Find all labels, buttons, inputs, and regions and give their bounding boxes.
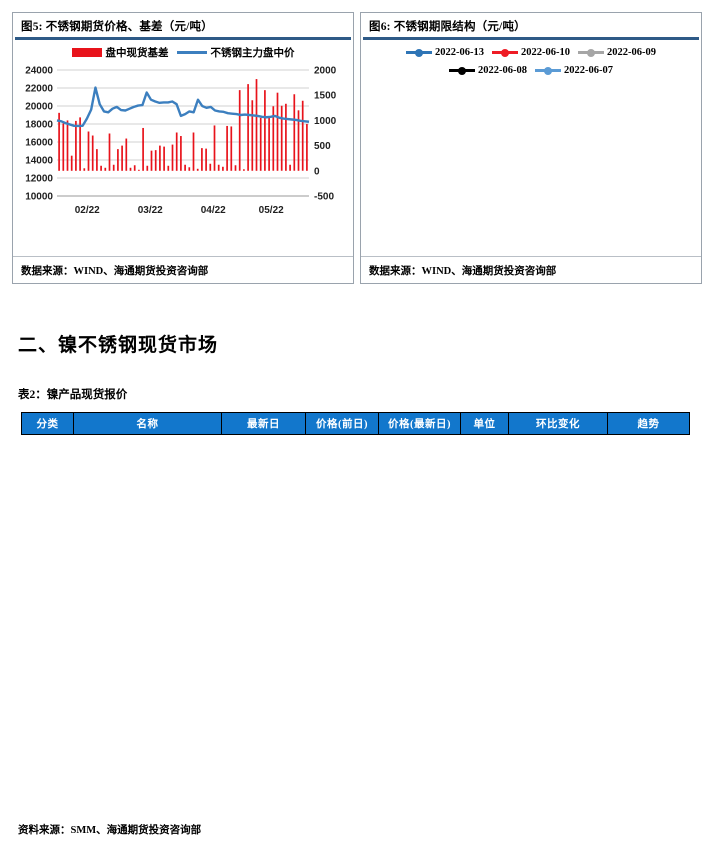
th-price-latest: 价格(最新日)	[378, 412, 461, 435]
th-unit: 单位	[460, 412, 509, 435]
legend6-item-0: 2022-06-13	[406, 45, 484, 61]
th-trend: 趋势	[607, 412, 690, 435]
table-header-row: 分类 名称 最新日 价格(前日) 价格(最新日) 单位 环比变化 趋势	[21, 412, 690, 435]
svg-text:02/22: 02/22	[75, 205, 100, 216]
svg-text:16000: 16000	[25, 138, 53, 149]
legend6-item-4: 2022-06-07	[535, 63, 613, 79]
spot-price-table-wrap: 分类 名称 最新日 价格(前日) 价格(最新日) 单位 环比变化 趋势	[21, 412, 690, 435]
th-category: 分类	[21, 412, 74, 435]
chart6-legend: 2022-06-13 2022-06-10 2022-06-09 2022-06-08…	[361, 40, 701, 81]
legend-label-price: 不锈钢主力盘中价	[210, 48, 295, 59]
legend-label-basis: 盘中现货基差	[105, 48, 169, 59]
chart5-body: 盘中现货基差 不锈钢主力盘中价 10000 12000 14000 16000 1800…	[13, 40, 353, 235]
svg-text:10000: 10000	[25, 192, 53, 203]
chart5-title-rule	[15, 37, 351, 40]
chart-panel-figure5: 图5: 不锈钢期货价格、基差（元/吨） 盘中现货基差 不锈钢主力盘中价 1000…	[12, 12, 354, 284]
chart5-legend: 盘中现货基差 不锈钢主力盘中价	[13, 40, 353, 62]
legend6-item-1: 2022-06-10	[492, 45, 570, 61]
th-price-prev: 价格(前日)	[305, 412, 379, 435]
legend6-label: 2022-06-07	[564, 64, 613, 76]
spot-price-table: 分类 名称 最新日 价格(前日) 价格(最新日) 单位 环比变化 趋势	[21, 412, 690, 435]
th-change: 环比变化	[508, 412, 608, 435]
svg-text:20000: 20000	[25, 102, 53, 113]
th-date: 最新日	[221, 412, 306, 435]
chart5-plot: 1000012000140001600018000200002200024000…	[25, 66, 337, 217]
chart6-body: 2022-06-13 2022-06-10 2022-06-09 2022-06-08…	[361, 40, 701, 235]
legend6-label: 2022-06-09	[607, 47, 656, 58]
legend6-label: 2022-06-13	[435, 47, 484, 58]
legend6-swatch-line-icon	[406, 48, 432, 57]
svg-text:22000: 22000	[25, 84, 53, 95]
svg-text:1000: 1000	[314, 116, 337, 127]
svg-text:18000: 18000	[25, 120, 53, 131]
legend6-swatch-line-icon	[578, 48, 604, 57]
legend6-swatch-line-icon	[449, 66, 475, 75]
legend6-item-2: 2022-06-09	[578, 45, 656, 61]
legend-item-price: 不锈钢主力盘中价	[176, 45, 295, 60]
svg-text:500: 500	[314, 141, 331, 152]
legend6-label: 2022-06-08	[478, 64, 527, 76]
legend-swatch-bar-icon	[71, 48, 102, 57]
legend6-swatch-line-icon	[492, 48, 518, 57]
charts-row: 图5: 不锈钢期货价格、基差（元/吨） 盘中现货基差 不锈钢主力盘中价 1000…	[12, 12, 702, 284]
svg-text:24000: 24000	[25, 66, 53, 77]
svg-text:2000: 2000	[314, 66, 337, 77]
th-name: 名称	[73, 412, 222, 435]
chart5-title: 图5: 不锈钢期货价格、基差（元/吨）	[21, 21, 213, 33]
section-heading: 二、镍不锈钢现货市场	[18, 335, 219, 356]
legend-item-basis: 盘中现货基差	[71, 45, 169, 60]
legend6-label: 2022-06-10	[521, 47, 570, 58]
chart6-plot	[361, 81, 701, 233]
chart5-source: 数据来源：WIND、海通期货投资咨询部	[13, 256, 353, 283]
chart6-title: 图6: 不锈钢期限结构（元/吨）	[369, 21, 526, 33]
svg-text:05/22: 05/22	[259, 205, 284, 216]
table-source: 资料来源：SMM、海通期货投资咨询部	[18, 825, 202, 836]
legend6-swatch-line-icon	[535, 66, 561, 75]
svg-text:0: 0	[314, 166, 320, 177]
chart6-title-rule	[363, 37, 699, 40]
legend6-item-3: 2022-06-08	[449, 63, 527, 79]
chart-panel-figure6: 图6: 不锈钢期限结构（元/吨） 2022-06-13 2022-06-10 202…	[360, 12, 702, 284]
chart6-source: 数据来源：WIND、海通期货投资咨询部	[361, 256, 701, 283]
svg-text:03/22: 03/22	[138, 205, 163, 216]
table-caption: 表2：镍产品现货报价	[18, 389, 128, 401]
svg-text:14000: 14000	[25, 156, 53, 167]
svg-text:-500: -500	[314, 192, 334, 203]
svg-text:12000: 12000	[25, 174, 53, 185]
legend-swatch-line-icon	[176, 51, 207, 54]
svg-text:1500: 1500	[314, 91, 337, 102]
svg-text:04/22: 04/22	[201, 205, 226, 216]
